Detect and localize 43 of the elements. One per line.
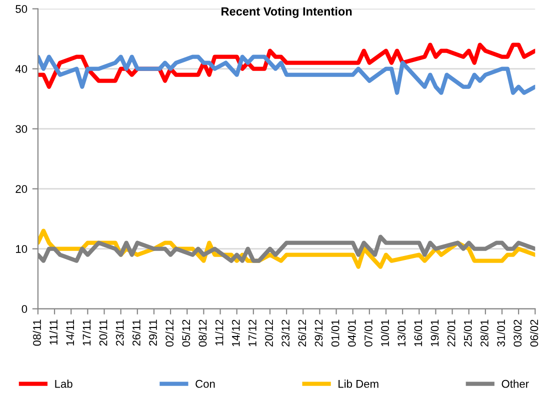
x-tick-label: 29/12 bbox=[314, 320, 323, 346]
legend-label: Con bbox=[196, 380, 215, 388]
x-tick-label: 20/12 bbox=[264, 320, 273, 346]
x-tick-label: 29/11 bbox=[148, 320, 157, 346]
y-tick-label: 0 bbox=[22, 305, 28, 313]
x-tick-label: 14/11 bbox=[66, 320, 74, 346]
x-tick-label: 11/11 bbox=[49, 320, 58, 345]
legend-label: Lib Dem bbox=[338, 380, 378, 388]
x-tick-label: 14/12 bbox=[232, 320, 240, 346]
x-tick-label: 17/11 bbox=[82, 320, 91, 346]
x-tick-label: 28/01 bbox=[480, 320, 488, 346]
x-tick-label: 06/02 bbox=[530, 320, 538, 347]
x-tick-label: 20/11 bbox=[99, 320, 108, 346]
y-tick-label: 40 bbox=[15, 65, 28, 73]
x-tick-label: 23/11 bbox=[116, 320, 124, 346]
y-tick-label: 20 bbox=[16, 185, 28, 193]
x-tick-label: 10/01 bbox=[380, 320, 389, 346]
chart-title: Recent Voting Intention bbox=[222, 6, 352, 18]
x-tick-label: 08/12 bbox=[198, 320, 207, 347]
x-tick-label: 26/12 bbox=[298, 320, 306, 346]
x-tick-label: 16/01 bbox=[414, 320, 422, 346]
x-tick-label: 08/11 bbox=[32, 320, 41, 346]
y-tick-label: 50 bbox=[16, 5, 28, 13]
x-tick-label: 22/01 bbox=[447, 320, 456, 346]
x-tick-label: 05/12 bbox=[182, 320, 190, 347]
x-tick-label: 26/11 bbox=[132, 320, 140, 346]
x-tick-label: 02/12 bbox=[165, 320, 174, 347]
x-tick-label: 11/12 bbox=[215, 320, 224, 346]
x-tick-label: 07/01 bbox=[364, 320, 372, 347]
y-tick-label: 30 bbox=[16, 125, 28, 133]
legend-label: Lab bbox=[55, 380, 72, 388]
x-tick-label: 13/01 bbox=[397, 320, 406, 346]
x-tick-label: 03/02 bbox=[513, 320, 522, 347]
x-tick-label: 31/01 bbox=[496, 320, 505, 347]
x-tick-label: 23/12 bbox=[281, 320, 290, 346]
legend-label: Other bbox=[502, 380, 529, 388]
x-tick-label: 25/01 bbox=[464, 320, 472, 346]
line-series bbox=[38, 54, 536, 95]
x-tick-label: 17/12 bbox=[248, 320, 256, 346]
x-tick-label: 19/01 bbox=[430, 320, 439, 346]
y-tick-label: 10 bbox=[16, 245, 28, 253]
x-tick-label: 04/01 bbox=[348, 320, 356, 347]
x-tick-label: 01/01 bbox=[331, 320, 340, 347]
